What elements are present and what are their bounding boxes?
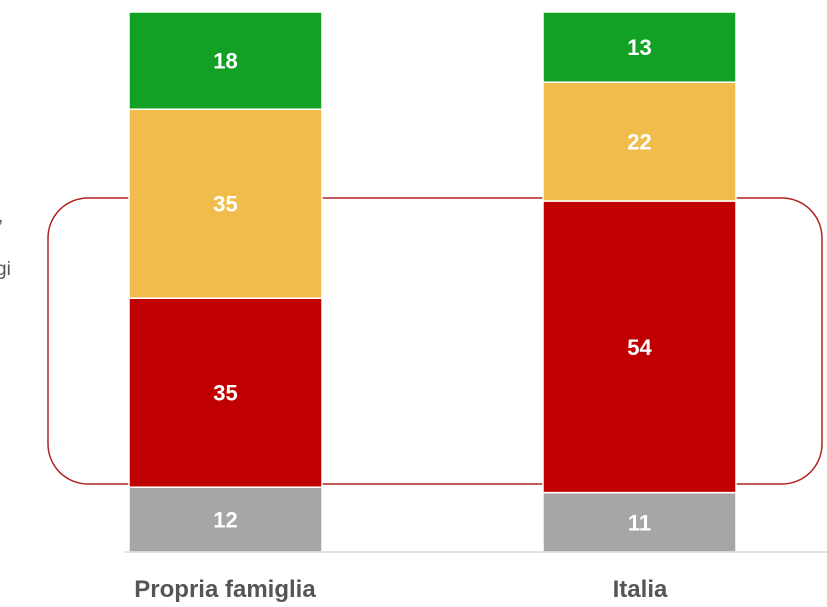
data-label-italia-0: 11 [628,510,651,535]
category-label-italia: Italia [613,576,668,603]
data-label-italia-2: 22 [627,130,651,155]
highlight-frame [47,197,823,485]
data-label-italia-3: 13 [627,35,651,60]
data-label-propria-famiglia-0: 12 [213,508,237,533]
bar-segment-italia-2 [542,81,737,202]
bar-segment-italia-1 [542,200,737,494]
category-label-propria-famiglia: Propria famiglia [134,576,316,603]
data-label-italia-1: 54 [627,335,652,360]
side-text-fragment-1: , [0,206,3,227]
bar-segment-propria-famiglia-3 [128,11,323,110]
bar-segment-propria-famiglia-1 [128,297,323,488]
data-label-propria-famiglia-3: 18 [213,49,237,74]
bars-group: 12 35 35 18 11 54 22 13 [128,11,737,553]
data-label-propria-famiglia-1: 35 [213,381,237,406]
side-text-fragment-2: gi [0,259,11,280]
data-label-propria-famiglia-2: 35 [213,192,237,217]
bar-segment-italia-3 [542,11,737,83]
